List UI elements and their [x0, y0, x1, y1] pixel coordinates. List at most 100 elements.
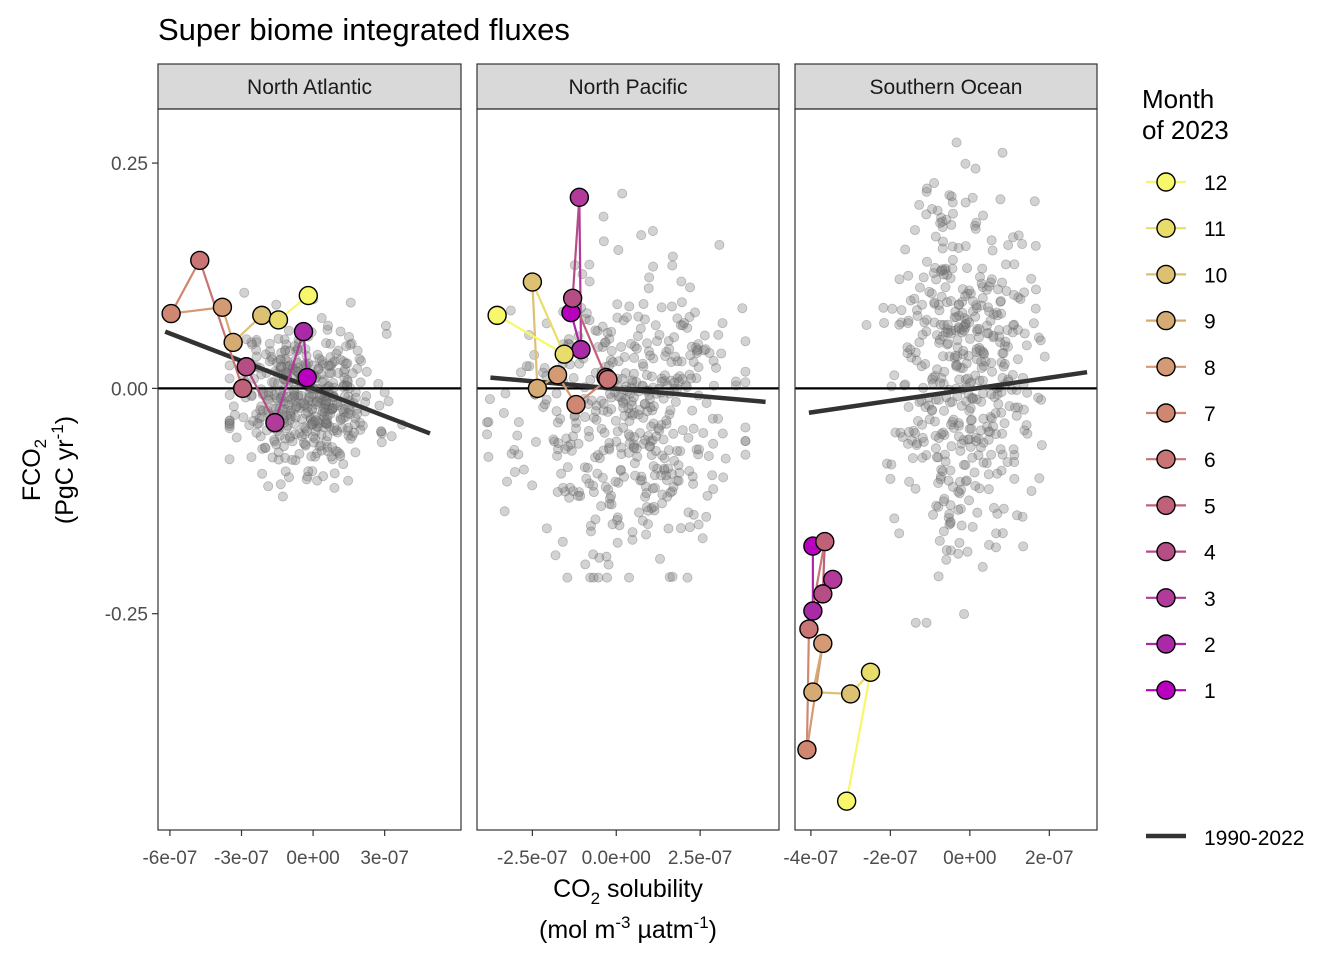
- background-point: [312, 422, 323, 433]
- background-point: [642, 519, 653, 530]
- background-point: [897, 431, 908, 442]
- background-point: [692, 345, 703, 356]
- legend-item-month-3: 3: [1146, 588, 1216, 611]
- background-point: [957, 327, 968, 338]
- y-tick-label: 0.25: [111, 154, 148, 175]
- background-point: [565, 482, 576, 493]
- month-point-4: [562, 288, 583, 308]
- background-point: [310, 433, 321, 444]
- background-point: [962, 314, 973, 325]
- background-point: [878, 302, 889, 313]
- x-tick-label: 2e-07: [1025, 848, 1074, 869]
- background-point: [960, 459, 971, 470]
- background-point: [903, 438, 914, 449]
- background-point: [327, 404, 338, 415]
- background-point: [502, 476, 513, 487]
- month-point-9: [527, 378, 548, 399]
- background-point: [1009, 473, 1020, 484]
- background-point: [663, 523, 674, 534]
- background-point: [325, 404, 336, 415]
- background-point: [671, 445, 682, 456]
- background-point: [251, 351, 262, 362]
- background-point: [957, 296, 968, 307]
- month-point-2: [803, 601, 823, 621]
- legend-label: 9: [1204, 311, 1216, 334]
- panel-southern-ocean: Southern Ocean -4e-07 -2e-07 0e+00 2e-07: [783, 63, 1098, 869]
- background-point: [269, 436, 280, 447]
- background-point: [675, 446, 686, 457]
- background-point: [945, 273, 956, 284]
- background-point: [273, 333, 284, 344]
- background-point: [269, 434, 280, 445]
- month-point-6: [598, 369, 618, 390]
- background-point: [903, 270, 914, 281]
- background-point: [942, 324, 953, 335]
- background-point: [239, 287, 250, 298]
- month-point-5: [815, 531, 835, 552]
- background-point: [552, 486, 563, 497]
- background-point: [698, 427, 709, 438]
- background-point: [976, 300, 987, 311]
- background-point: [247, 339, 258, 350]
- background-point: [605, 493, 616, 504]
- background-point: [967, 452, 978, 463]
- background-point: [269, 377, 280, 388]
- background-point: [707, 470, 718, 481]
- month-path-segment: [273, 331, 305, 423]
- background-point: [288, 390, 299, 401]
- background-point: [947, 197, 958, 208]
- background-point: [290, 429, 301, 440]
- month-points: [487, 187, 618, 415]
- background-point: [921, 314, 932, 325]
- background-point: [917, 432, 928, 443]
- background-point: [618, 402, 629, 413]
- background-point: [945, 518, 956, 529]
- background-point: [586, 395, 597, 406]
- background-point: [584, 431, 595, 442]
- background-point: [930, 231, 941, 242]
- background-point: [664, 409, 675, 420]
- background-point: [331, 425, 342, 436]
- legend-key-point: [1156, 449, 1176, 469]
- background-point: [257, 405, 268, 416]
- background-point: [663, 445, 674, 456]
- background-point: [617, 188, 628, 199]
- month-point-3: [265, 412, 285, 433]
- background-point: [551, 388, 562, 399]
- background-point: [977, 282, 988, 293]
- background-point: [376, 426, 387, 437]
- background-point: [997, 147, 1008, 158]
- background-point: [740, 435, 751, 446]
- background-point: [590, 325, 601, 336]
- background-point: [928, 509, 939, 520]
- background-point: [322, 401, 333, 412]
- background-point: [619, 352, 630, 363]
- background-point: [647, 483, 658, 494]
- background-point: [685, 350, 696, 361]
- background-point: [944, 351, 955, 362]
- background-point: [617, 395, 628, 406]
- background-point: [594, 552, 605, 563]
- background-point: [340, 404, 351, 415]
- background-point: [338, 459, 349, 470]
- background-point: [582, 462, 593, 473]
- background-point: [562, 462, 573, 473]
- background-point: [942, 319, 953, 330]
- background-point: [935, 319, 946, 330]
- background-point: [321, 403, 332, 414]
- background-point: [972, 326, 983, 337]
- background-point: [1021, 340, 1032, 351]
- background-point: [357, 420, 368, 431]
- background-point: [344, 405, 355, 416]
- legend-item-month-4: 4: [1146, 542, 1216, 565]
- background-point: [317, 395, 328, 406]
- background-point: [355, 377, 366, 388]
- background-point: [958, 349, 969, 360]
- month-point-12: [298, 285, 319, 306]
- background-point: [909, 225, 920, 236]
- background-point: [908, 425, 919, 436]
- background-point: [879, 317, 890, 328]
- background-point: [953, 548, 964, 559]
- background-point: [634, 428, 645, 439]
- background-point: [918, 272, 929, 283]
